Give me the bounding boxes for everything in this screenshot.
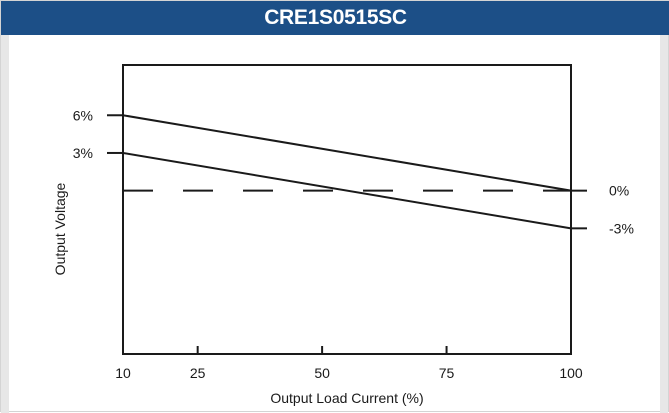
chart-title: CRE1S0515SC [264, 6, 407, 29]
y-right-tick-label: -3% [609, 220, 634, 236]
x-tick-label-100: 100 [559, 365, 583, 381]
x-tick-label-75: 75 [439, 365, 455, 381]
series-line-1 [122, 114, 572, 192]
y-left-tick-label: 3% [73, 145, 93, 161]
x-tick-label-10: 10 [115, 365, 131, 381]
y-right-tick-label: 0% [609, 183, 629, 199]
x-tick-label-25: 25 [190, 365, 206, 381]
series-layer [122, 114, 572, 230]
y-left-tick-label: 6% [73, 107, 93, 123]
plot-area-border [122, 64, 572, 355]
series-line-2 [122, 151, 572, 230]
right-margin-strip [660, 35, 668, 413]
title-bar [1, 1, 669, 35]
tick-layer: 10 25 50 75 100 6% 3% 0% -3% [73, 107, 634, 381]
y-axis-label: Output Voltage [52, 182, 68, 275]
left-margin-strip [1, 35, 9, 413]
x-tick-label-50: 50 [314, 365, 330, 381]
x-axis-label: Output Load Current (%) [270, 390, 423, 406]
